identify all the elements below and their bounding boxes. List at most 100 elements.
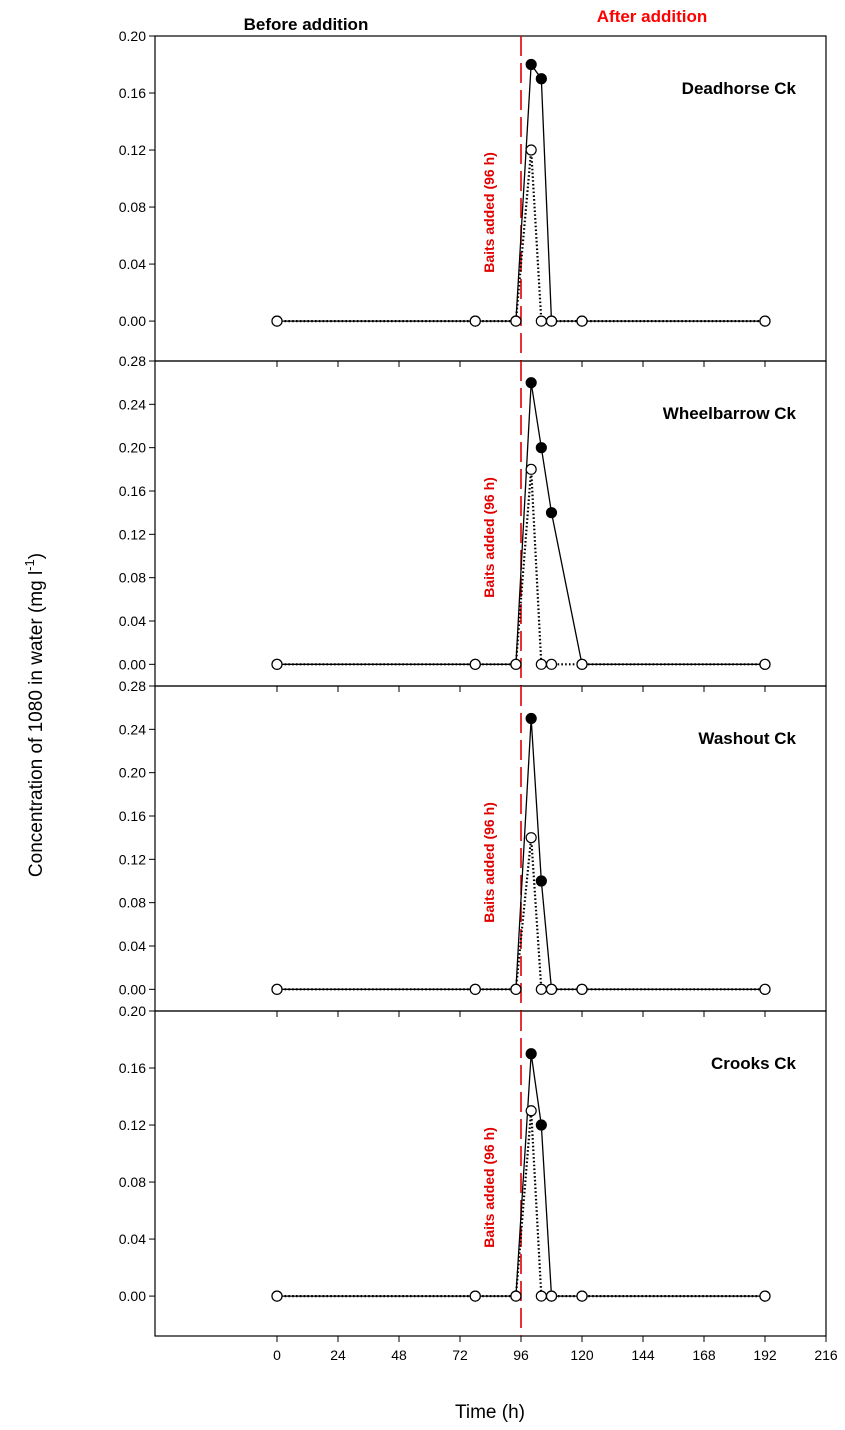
y-tick-label: 0.28 [119,353,146,369]
data-point-filled [525,1048,537,1060]
panel-title: Deadhorse Ck [682,79,797,98]
data-point-open [576,1290,588,1302]
y-tick-label: 0.04 [119,938,146,954]
x-tick-label: 120 [570,1347,594,1363]
x-axis-label: Time (h) [455,1402,525,1423]
y-tick-label: 0.04 [119,1231,146,1247]
panel-3: 0.00 0.04 0.08 0.12 0.16 0.20 0.24 0.28 Washout … [119,678,827,1017]
x-tick-label: 48 [391,1347,407,1363]
data-point-open [525,463,537,475]
panel-title: Wheelbarrow Ck [663,404,797,423]
y-tick-label: 0.00 [119,313,146,329]
y-axis-label-superscript: -1 [22,559,37,571]
panel-4: 0.00 0.04 0.08 0.12 0.16 0.20 Crooks Ck Baits a… [119,1003,827,1342]
plots-group: 0.00 0.04 0.08 0.12 0.16 0.20 Deadhorse Ck Bait… [119,28,838,1363]
x-tick-label: 24 [330,1347,346,1363]
data-point-filled [535,442,547,454]
data-point-open [545,315,558,327]
data-point-open [525,832,537,844]
y-tick-label: 0.20 [119,765,146,781]
y-tick-label: 0.20 [119,440,146,456]
data-point-open [576,983,588,995]
data-point-open [535,658,547,670]
y-tick-label: 0.08 [119,570,146,586]
bait-addition-label: Baits added (96 h) [481,802,497,923]
panel-1: 0.00 0.04 0.08 0.12 0.16 0.20 Deadhorse Ck Bait… [119,28,827,367]
bait-addition-label: Baits added (96 h) [481,477,497,598]
data-point-open [759,658,771,670]
data-point-open [576,315,588,327]
y-tick-label: 0.12 [119,526,146,542]
data-point-open [510,1290,522,1302]
y-axis-label: Concentration of 1080 in water (mg l-1) [22,553,47,877]
x-tick-label: 192 [753,1347,777,1363]
x-tick-label: 168 [692,1347,716,1363]
data-point-filled [525,377,537,389]
data-point-open [576,658,588,670]
bait-addition-label: Baits added (96 h) [481,152,497,273]
data-point-filled [535,875,547,887]
data-point-filled [525,712,537,725]
y-tick-label: 0.12 [119,1117,146,1133]
data-point-open [510,983,522,995]
data-point-open [469,983,481,995]
y-tick-label: 0.00 [119,981,146,997]
panel-frame [154,1010,827,1337]
data-point-open [535,983,547,995]
y-tick-label: 0.24 [119,721,146,737]
data-point-open [759,315,771,327]
y-tick-label: 0.08 [119,895,146,911]
data-point-open [525,1105,537,1117]
data-point-open [759,983,771,995]
data-point-filled [535,73,547,85]
panel-title: Crooks Ck [711,1054,797,1073]
data-point-open [535,1290,547,1302]
y-axis-label-close: ) [26,553,47,559]
data-point-open [545,983,558,995]
y-tick-label: 0.00 [119,656,146,672]
panel-2: 0.00 0.04 0.08 0.12 0.16 0.20 0.24 0.28 Wheelbar… [119,353,827,692]
data-point-open [469,658,481,670]
header-before-label: Before addition [244,15,369,34]
series-solid-line [277,382,765,665]
x-tick-label: 0 [273,1347,281,1363]
data-point-filled [525,58,537,71]
y-tick-label: 0.28 [119,678,146,694]
y-tick-label: 0.16 [119,85,146,101]
data-point-open [271,315,283,327]
y-tick-label: 0.08 [119,199,146,215]
data-point-open [545,658,558,670]
data-point-open [510,315,522,327]
y-tick-label: 0.24 [119,396,146,412]
header-after-label: After addition [597,7,708,26]
y-tick-label: 0.20 [119,28,146,44]
data-point-open [469,315,481,327]
x-tick-label: 144 [631,1347,655,1363]
data-point-open [535,315,547,327]
data-point-open [545,1290,558,1302]
data-point-open [510,658,522,670]
y-tick-label: 0.00 [119,1288,146,1304]
data-point-filled [535,1119,547,1131]
data-point-open [271,658,283,670]
y-tick-label: 0.08 [119,1174,146,1190]
y-tick-label: 0.16 [119,1060,146,1076]
data-point-open [525,144,537,156]
y-tick-label: 0.16 [119,483,146,499]
x-tick-label: 96 [513,1347,529,1363]
y-tick-label: 0.20 [119,1003,146,1019]
y-tick-label: 0.12 [119,142,146,158]
data-point-open [469,1290,481,1302]
x-tick-label: 72 [452,1347,468,1363]
y-tick-label: 0.16 [119,808,146,824]
data-point-open [271,1290,283,1302]
data-point-open [759,1290,771,1302]
data-point-open [271,983,283,995]
y-tick-label: 0.04 [119,256,146,272]
y-tick-label: 0.12 [119,851,146,867]
y-tick-label: 0.04 [119,613,146,629]
bait-addition-label: Baits added (96 h) [481,1127,497,1248]
x-tick-label: 216 [814,1347,838,1363]
data-point-filled [545,507,558,519]
